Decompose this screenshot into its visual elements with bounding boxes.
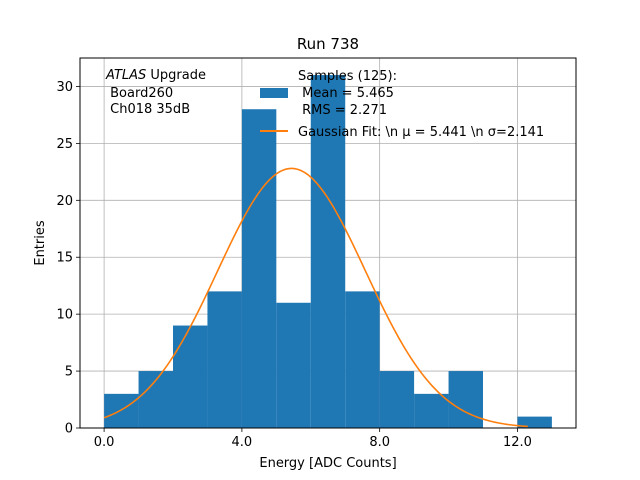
chart-title: Run 738 (297, 35, 359, 53)
y-tick-label: 5 (65, 365, 73, 380)
annotation-atlas: ATLAS (105, 68, 146, 83)
y-tick-label: 0 (65, 422, 73, 437)
x-tick-label: 12.0 (503, 435, 532, 450)
annotation-upgrade: Upgrade (146, 68, 206, 83)
gaussian-fit (103, 167, 528, 428)
y-tick-label: 10 (56, 308, 73, 323)
y-axis-label: Entries (33, 220, 48, 266)
atlas-annotation: ATLAS Upgrade Board260 Ch018 35dB (105, 68, 206, 117)
y-tick-label: 15 (56, 251, 73, 266)
annotation-line-1: ATLAS Upgrade (105, 68, 206, 83)
y-tick-label: 25 (56, 137, 73, 152)
legend-samples-line-1: Samples (125): (298, 69, 397, 84)
annotation-line-2: Board260 (106, 86, 173, 101)
plot-frame (79, 57, 577, 429)
legend-samples-line-3: RMS = 2.271 (298, 103, 387, 118)
histogram-bar (345, 291, 380, 428)
histogram-bar (448, 371, 483, 428)
legend-swatch-samples (260, 88, 288, 98)
histogram-bars (104, 75, 552, 429)
histogram-bar (310, 75, 346, 429)
x-axis-ticks: 0.0 4.0 8.0 12.0 (94, 428, 532, 450)
legend-fit-label: Gaussian Fit: \n μ = 5.441 \n σ=2.141 (298, 125, 544, 140)
annotation-line-3: Ch018 35dB (106, 102, 190, 117)
histogram-bar (276, 302, 311, 428)
histogram-bar (207, 291, 242, 428)
x-axis-label: Energy [ADC Counts] (259, 456, 396, 471)
histogram-bar (241, 109, 277, 428)
fit-curve (103, 167, 528, 428)
histogram-bar (517, 416, 552, 428)
x-tick-label: 0.0 (94, 435, 115, 450)
x-tick-label: 8.0 (369, 435, 390, 450)
y-tick-label: 20 (56, 194, 73, 209)
y-axis-ticks: 0 5 10 15 20 25 30 (56, 80, 80, 437)
histogram-bar (173, 325, 208, 428)
y-tick-label: 30 (56, 80, 73, 95)
histogram-bar (379, 371, 415, 428)
histogram-bar (414, 393, 449, 428)
legend: Samples (125): Mean = 5.465 RMS = 2.271 … (260, 69, 544, 140)
histogram-bar (104, 393, 139, 428)
x-tick-label: 4.0 (232, 435, 253, 450)
legend-samples-line-2: Mean = 5.465 (298, 86, 394, 101)
